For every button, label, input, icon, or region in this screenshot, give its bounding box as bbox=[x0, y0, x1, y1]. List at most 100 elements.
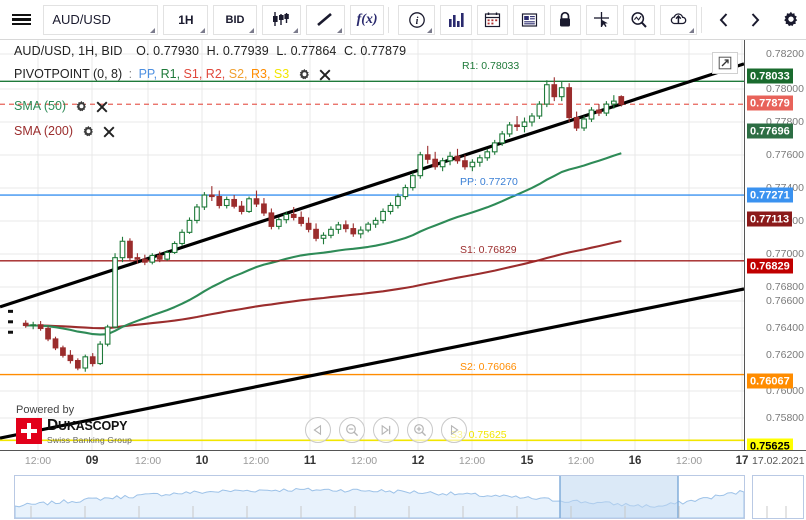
price-badge[interactable]: 0.75625 bbox=[747, 438, 793, 454]
skip-to-end-icon bbox=[381, 424, 390, 436]
volume-bars-button[interactable] bbox=[440, 4, 472, 35]
low-label: L. bbox=[276, 44, 287, 58]
expand-chart-button[interactable] bbox=[712, 52, 738, 74]
info-button[interactable]: i bbox=[398, 4, 436, 35]
high-value: 0.77939 bbox=[222, 44, 269, 58]
prev-button[interactable] bbox=[710, 4, 737, 35]
chart-annotation: S2: 0.76066 bbox=[460, 361, 517, 373]
period-label: 1H bbox=[178, 12, 194, 27]
period-selector[interactable]: 1H bbox=[163, 4, 209, 35]
overview-panel[interactable] bbox=[0, 472, 806, 520]
low-value: 0.77864 bbox=[290, 44, 337, 58]
instrument-header: AUD/USD, 1H, BID bbox=[14, 44, 123, 58]
pivot-remove-icon[interactable] bbox=[319, 69, 331, 81]
price-tick: 0.78000 bbox=[766, 83, 804, 95]
price-axis[interactable]: 0.782000.780000.778000.776000.774000.772… bbox=[744, 40, 806, 454]
price-badge[interactable]: 0.77879 bbox=[747, 95, 793, 111]
price-badge[interactable]: 0.77271 bbox=[747, 187, 793, 203]
hamburger-menu-button[interactable] bbox=[5, 4, 39, 35]
zoom-in-button[interactable] bbox=[407, 417, 433, 443]
sma50-settings-icon[interactable] bbox=[75, 100, 88, 113]
lock-button[interactable] bbox=[549, 4, 582, 35]
price-tick: 0.77600 bbox=[766, 149, 804, 161]
overview-side-chart bbox=[766, 506, 787, 518]
brand-tagline: Swiss Banking Group bbox=[47, 434, 133, 445]
pivot-settings-icon[interactable] bbox=[298, 68, 311, 81]
price-tick: 0.78200 bbox=[766, 48, 804, 60]
settings-button[interactable] bbox=[775, 4, 806, 35]
overview-side-box[interactable] bbox=[752, 475, 804, 519]
zoom-out-button[interactable] bbox=[339, 417, 365, 443]
time-tick: 15 bbox=[520, 455, 534, 467]
chart-type-button[interactable] bbox=[261, 4, 301, 35]
open-label: O. bbox=[136, 44, 150, 58]
price-badge[interactable]: 0.76067 bbox=[747, 373, 793, 389]
info-icon: i bbox=[408, 11, 425, 28]
pivot-level-pp[interactable]: PP, bbox=[138, 67, 158, 81]
cloud-upload-button[interactable] bbox=[659, 4, 697, 35]
crosshair-icon bbox=[594, 12, 610, 27]
symbol-label: AUD/USD bbox=[52, 12, 111, 27]
symbol-selector[interactable]: AUD/USD bbox=[43, 4, 159, 35]
close-label: C. bbox=[344, 44, 357, 58]
sma200-settings-icon[interactable] bbox=[82, 125, 95, 138]
chevron-right-icon bbox=[751, 12, 760, 27]
pivot-level-labels[interactable]: PP, R1, S1, R2, S2, R3, S3 bbox=[139, 67, 293, 81]
lock-icon bbox=[560, 11, 571, 27]
time-tick: 09 bbox=[85, 455, 99, 467]
chart-annotation: R1: 0.78033 bbox=[462, 60, 519, 72]
open-value: 0.77930 bbox=[153, 44, 200, 58]
sma50-remove-icon[interactable] bbox=[96, 101, 108, 113]
powered-by-label: Powered by bbox=[16, 404, 75, 416]
cloud-upload-icon bbox=[670, 13, 687, 25]
price-badge[interactable]: 0.77113 bbox=[747, 211, 793, 227]
play-right-button[interactable] bbox=[441, 417, 467, 443]
main-toolbar: AUD/USD 1H BID bbox=[0, 0, 806, 40]
chevron-down-icon bbox=[427, 27, 433, 33]
price-tick: 0.76200 bbox=[766, 349, 804, 361]
sma200-label: SMA (200) bbox=[14, 124, 74, 138]
sma200-remove-icon[interactable] bbox=[103, 126, 115, 138]
chart-plot-area[interactable]: R1: 0.78033 PP: 0.77270 S1: 0.76829 S2: 0.7… bbox=[0, 40, 744, 450]
draw-tool-button[interactable] bbox=[305, 4, 346, 35]
time-tick: 12:00 bbox=[242, 455, 270, 467]
toolbar-divider bbox=[700, 6, 702, 33]
time-tick: 12:00 bbox=[24, 455, 52, 467]
price-tick: 0.76400 bbox=[766, 322, 804, 334]
svg-text:i: i bbox=[415, 16, 418, 27]
pivot-level-s3[interactable]: S3 bbox=[273, 67, 290, 81]
gear-icon bbox=[784, 11, 798, 27]
chevron-down-icon bbox=[292, 27, 298, 33]
chart-annotation: S1: 0.76829 bbox=[460, 244, 517, 256]
news-icon bbox=[521, 12, 537, 27]
skip-to-end-button[interactable] bbox=[373, 417, 399, 443]
crosshair-button[interactable] bbox=[586, 4, 618, 35]
pivot-level-r3[interactable]: R3, bbox=[250, 67, 271, 81]
price-badge[interactable]: 0.76829 bbox=[747, 258, 793, 274]
price-badge[interactable]: 0.78033 bbox=[747, 68, 793, 84]
overview-main-box[interactable] bbox=[14, 475, 745, 519]
price-badge[interactable]: 0.77696 bbox=[747, 123, 793, 139]
fx-label: f(x) bbox=[356, 11, 378, 27]
time-axis[interactable]: 12:00 09 12:00 10 12:00 11 12:00 12 12:00 15 12:00… bbox=[0, 450, 806, 472]
zoom-out-icon bbox=[346, 424, 359, 437]
pivot-level-r2[interactable]: R2, bbox=[205, 67, 226, 81]
pivot-level-s1[interactable]: S1, bbox=[183, 67, 203, 81]
indicators-button[interactable]: f(x) bbox=[350, 4, 385, 35]
zoom-search-button[interactable] bbox=[622, 4, 655, 35]
next-button[interactable] bbox=[741, 4, 768, 35]
time-tick: 16 bbox=[628, 455, 642, 467]
pivot-level-s2[interactable]: S2, bbox=[228, 67, 248, 81]
calendar-button[interactable] bbox=[476, 4, 509, 35]
price-type-selector[interactable]: BID bbox=[213, 4, 257, 35]
brand-row: DUKASCOPY Swiss Banking Group bbox=[16, 418, 132, 445]
time-tick: 12:00 bbox=[458, 455, 486, 467]
time-tick: 12:00 bbox=[567, 455, 595, 467]
chart-info-legend: AUD/USD, 1H, BID O. 0.77930 H. 0.77939 L… bbox=[14, 44, 406, 81]
pivot-level-r1[interactable]: R1, bbox=[160, 67, 181, 81]
candlestick-icon bbox=[273, 12, 290, 26]
pivot-indicator-name: PIVOTPOINT (0, 8) bbox=[14, 67, 123, 81]
play-left-button[interactable] bbox=[305, 417, 331, 443]
news-button[interactable] bbox=[513, 4, 545, 35]
